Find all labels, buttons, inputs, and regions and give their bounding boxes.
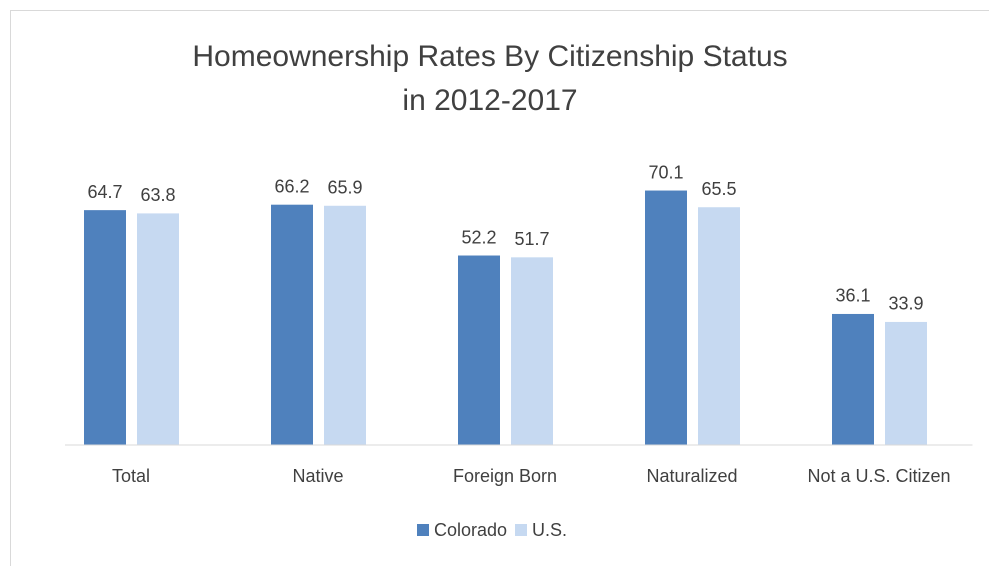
data-label: 65.9 — [327, 178, 362, 198]
legend-label: Colorado — [434, 520, 507, 540]
data-label: 33.9 — [888, 294, 923, 314]
bar — [271, 204, 313, 445]
data-label: 66.2 — [274, 176, 309, 196]
x-tick-label: Foreign Born — [453, 466, 557, 486]
bar — [885, 321, 927, 445]
bar — [324, 205, 366, 445]
data-label: 52.2 — [461, 227, 496, 247]
bar — [832, 313, 874, 445]
data-label: 36.1 — [835, 286, 870, 306]
data-label: 70.1 — [648, 162, 683, 182]
x-tick-label: Naturalized — [646, 466, 737, 486]
bar — [511, 257, 553, 445]
data-label: 65.5 — [701, 179, 736, 199]
bar — [84, 210, 126, 445]
x-tick-label: Native — [292, 466, 343, 486]
bar — [698, 207, 740, 445]
data-label: 63.8 — [140, 185, 175, 205]
data-label: 51.7 — [514, 229, 549, 249]
chart-border — [10, 10, 989, 566]
bar — [458, 255, 500, 445]
legend-swatch — [515, 524, 527, 536]
x-tick-label: Total — [112, 466, 150, 486]
legend-label: U.S. — [532, 520, 567, 540]
x-tick-label: Not a U.S. Citizen — [807, 466, 950, 486]
bar — [137, 213, 179, 445]
legend-swatch — [417, 524, 429, 536]
chart-title: in 2012-2017 — [402, 84, 577, 117]
chart-title: Homeownership Rates By Citizenship Statu… — [192, 40, 787, 73]
data-label: 64.7 — [87, 182, 122, 202]
bar — [645, 190, 687, 445]
